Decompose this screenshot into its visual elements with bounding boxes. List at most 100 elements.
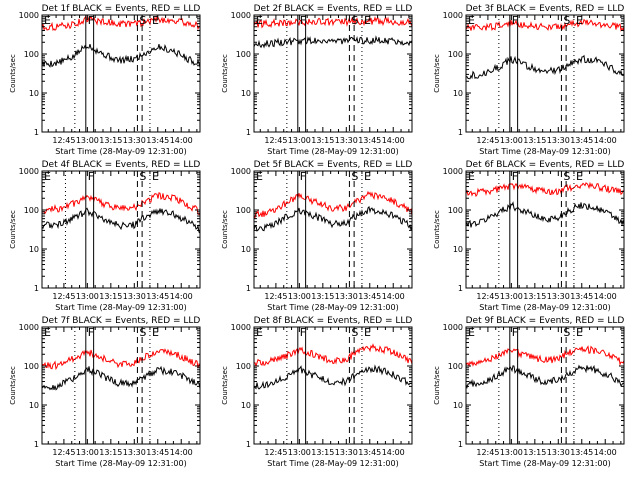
marker-label-E: E: [364, 170, 371, 183]
series-line-lld: [253, 190, 413, 219]
y-tick-label: 1: [34, 440, 39, 449]
x-tick-label: 13:15: [311, 292, 334, 301]
y-tick-label: 10: [241, 89, 251, 98]
x-tick-label: 13:45: [146, 448, 169, 457]
marker-label-E: E: [152, 326, 159, 339]
x-axis-label: Start Time (28-May-09 12:31:00): [267, 459, 398, 468]
y-tick-label: 1000: [231, 167, 251, 176]
marker-label-E: E: [256, 170, 263, 183]
x-tick-label: 13:45: [570, 292, 593, 301]
y-tick-label: 1000: [443, 323, 463, 332]
y-tick-label: 100: [236, 206, 251, 215]
x-tick-label: 13:45: [358, 136, 381, 145]
x-tick-label: 13:30: [123, 448, 146, 457]
marker-label-S: S: [563, 170, 570, 183]
marker-label-E: E: [576, 170, 583, 183]
marker-label-S: S: [139, 326, 146, 339]
marker-label-S: S: [139, 14, 146, 27]
x-tick-label: 14:00: [170, 292, 193, 301]
x-tick-label: 14:00: [594, 292, 617, 301]
x-tick-label: 14:00: [382, 136, 405, 145]
x-tick-label: 13:00: [500, 136, 523, 145]
x-tick-label: 13:30: [123, 292, 146, 301]
marker-label-S: S: [563, 14, 570, 27]
x-tick-label: 12:45: [264, 448, 287, 457]
plot-frame: [465, 326, 625, 445]
series-line-events: [465, 364, 625, 390]
marker-label-E: E: [256, 14, 263, 27]
y-axis-label: Counts/sec: [9, 54, 17, 93]
y-tick-label: 100: [24, 50, 39, 59]
x-tick-label: 13:45: [570, 448, 593, 457]
x-axis-label: Start Time (28-May-09 12:31:00): [479, 459, 610, 468]
y-axis-label: Counts/sec: [9, 210, 17, 249]
panel-title: Det 8f BLACK = Events, RED = LLD: [254, 316, 413, 326]
x-tick-label: 13:00: [288, 292, 311, 301]
x-tick-label: 13:15: [523, 292, 546, 301]
y-tick-label: 10: [29, 401, 39, 410]
x-tick-label: 13:15: [99, 448, 122, 457]
panel-title: Det 3f BLACK = Events, RED = LLD: [466, 4, 625, 14]
y-tick-label: 1000: [19, 11, 39, 20]
x-tick-label: 13:30: [335, 136, 358, 145]
marker-label-S: S: [351, 326, 358, 339]
x-tick-label: 14:00: [170, 448, 193, 457]
y-tick-label: 1: [246, 284, 251, 293]
x-tick-label: 13:45: [570, 136, 593, 145]
plot-frame: [253, 14, 413, 133]
series-line-lld: [465, 181, 625, 198]
x-tick-label: 13:30: [335, 448, 358, 457]
y-tick-label: 10: [29, 245, 39, 254]
marker-label-E: E: [256, 326, 263, 339]
y-tick-label: 10: [453, 245, 463, 254]
y-axis-label: Counts/sec: [221, 366, 229, 405]
x-tick-label: 13:15: [523, 448, 546, 457]
y-tick-label: 100: [448, 50, 463, 59]
x-tick-label: 13:00: [500, 448, 523, 457]
x-axis-label: Start Time (28-May-09 12:31:00): [267, 147, 398, 156]
x-tick-label: 12:45: [264, 292, 287, 301]
y-tick-label: 1000: [19, 323, 39, 332]
x-tick-label: 13:15: [311, 448, 334, 457]
x-tick-label: 13:30: [547, 448, 570, 457]
x-tick-label: 13:00: [288, 448, 311, 457]
series-line-lld: [253, 16, 413, 29]
y-axis-label: Counts/sec: [433, 366, 441, 405]
plot-frame: [41, 326, 201, 445]
marker-label-E: E: [364, 326, 371, 339]
x-axis-label: Start Time (28-May-09 12:31:00): [479, 147, 610, 156]
x-tick-label: 12:45: [264, 136, 287, 145]
x-tick-label: 12:45: [476, 136, 499, 145]
marker-label-F: F: [512, 170, 518, 183]
marker-label-S: S: [139, 170, 146, 183]
panel-title: Det 6f BLACK = Events, RED = LLD: [466, 160, 625, 170]
y-tick-label: 10: [241, 245, 251, 254]
panel-title: Det 1f BLACK = Events, RED = LLD: [42, 4, 201, 14]
y-tick-label: 1000: [443, 167, 463, 176]
y-axis-label: Counts/sec: [221, 210, 229, 249]
y-tick-label: 10: [241, 401, 251, 410]
series-line-lld: [465, 18, 625, 32]
x-tick-label: 12:45: [52, 292, 75, 301]
y-tick-label: 100: [448, 206, 463, 215]
x-tick-label: 13:30: [547, 292, 570, 301]
panel-title: Det 7f BLACK = Events, RED = LLD: [42, 316, 201, 326]
series-line-events: [465, 54, 625, 80]
y-tick-label: 1: [458, 440, 463, 449]
x-tick-label: 14:00: [382, 448, 405, 457]
marker-label-E: E: [576, 14, 583, 27]
marker-label-F: F: [88, 326, 94, 339]
x-tick-label: 13:00: [288, 136, 311, 145]
y-tick-label: 10: [453, 89, 463, 98]
marker-label-F: F: [512, 14, 518, 27]
x-tick-label: 14:00: [170, 136, 193, 145]
y-tick-label: 1000: [231, 323, 251, 332]
marker-label-F: F: [300, 170, 306, 183]
